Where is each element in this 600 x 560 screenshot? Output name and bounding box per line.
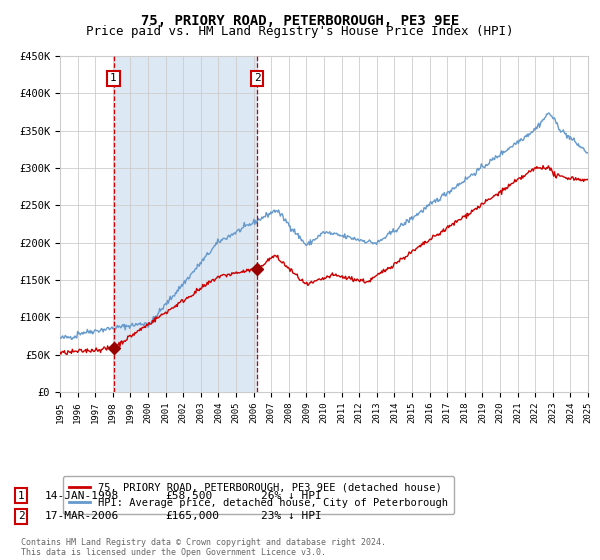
Legend: 75, PRIORY ROAD, PETERBOROUGH, PE3 9EE (detached house), HPI: Average price, det: 75, PRIORY ROAD, PETERBOROUGH, PE3 9EE (… [62, 476, 454, 514]
Text: 26% ↓ HPI: 26% ↓ HPI [261, 491, 322, 501]
Text: 75, PRIORY ROAD, PETERBOROUGH, PE3 9EE: 75, PRIORY ROAD, PETERBOROUGH, PE3 9EE [141, 14, 459, 28]
Text: £165,000: £165,000 [165, 511, 219, 521]
Text: 1: 1 [17, 491, 25, 501]
Text: 2: 2 [17, 511, 25, 521]
Text: 23% ↓ HPI: 23% ↓ HPI [261, 511, 322, 521]
Text: Contains HM Land Registry data © Crown copyright and database right 2024.
This d: Contains HM Land Registry data © Crown c… [21, 538, 386, 557]
Text: £58,500: £58,500 [165, 491, 212, 501]
Text: Price paid vs. HM Land Registry's House Price Index (HPI): Price paid vs. HM Land Registry's House … [86, 25, 514, 38]
Text: 2: 2 [254, 73, 260, 83]
Text: 1: 1 [110, 73, 117, 83]
Text: 17-MAR-2006: 17-MAR-2006 [45, 511, 119, 521]
Bar [113, 56, 257, 392]
Text: 14-JAN-1998: 14-JAN-1998 [45, 491, 119, 501]
